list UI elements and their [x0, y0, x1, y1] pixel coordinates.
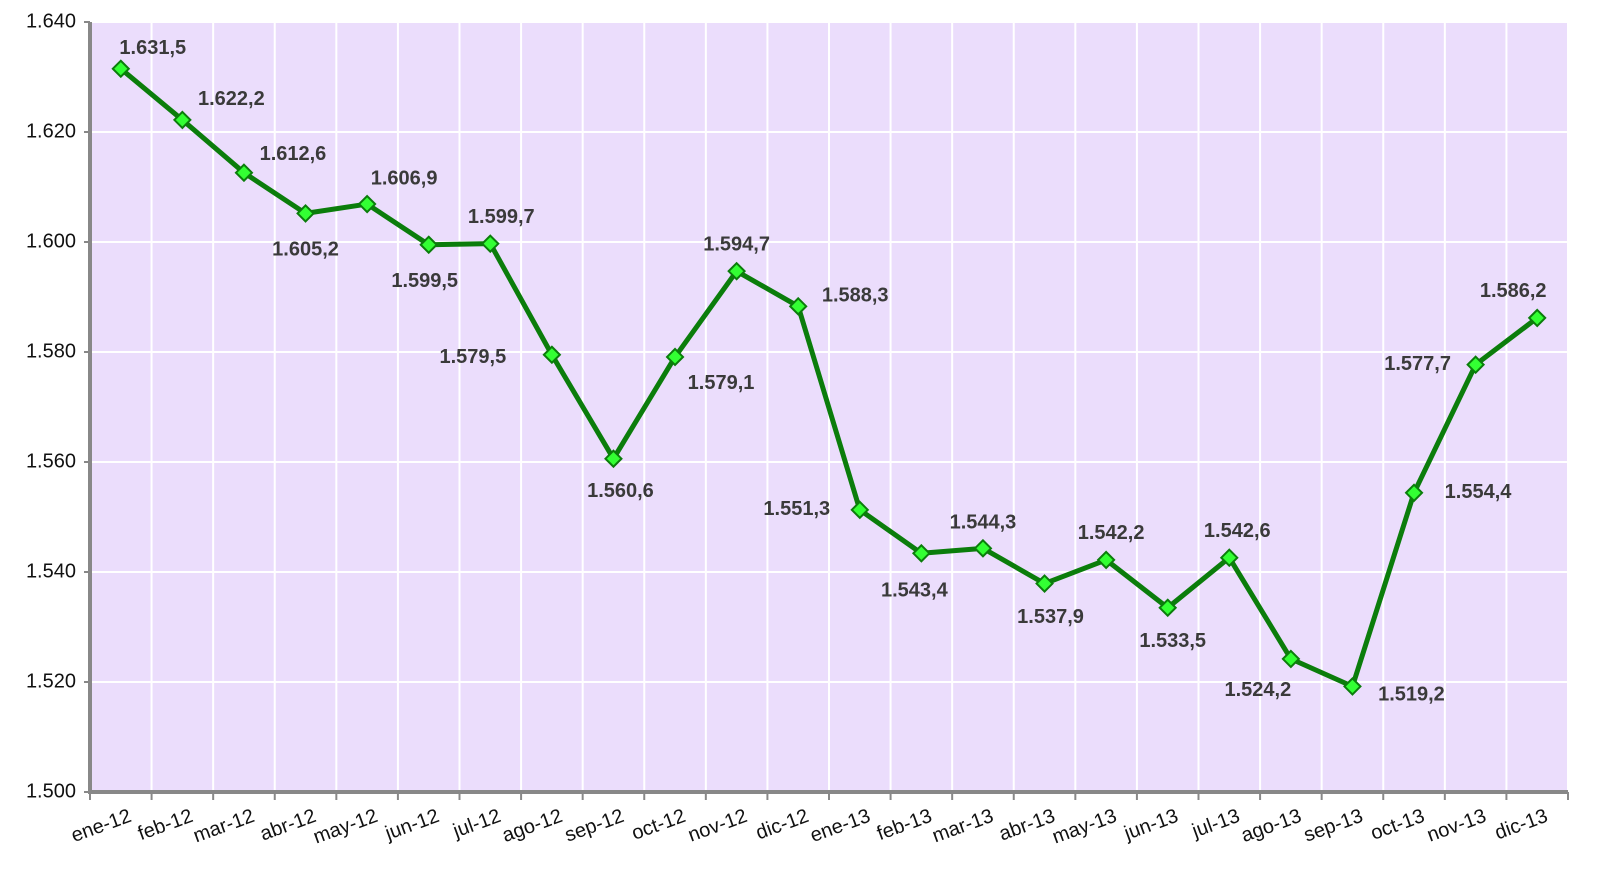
marker: [1158, 598, 1178, 618]
data-label: 1.544,3: [950, 512, 1017, 534]
marker: [1096, 550, 1116, 570]
x-tick-label: ene-12: [68, 805, 134, 847]
data-label: 1.554,4: [1445, 481, 1513, 503]
marker: [1404, 483, 1424, 503]
x-tick-label: abr-12: [257, 805, 319, 845]
marker: [727, 261, 747, 281]
marker: [542, 345, 562, 365]
y-tick-label: 1.560: [26, 450, 76, 472]
marker: [480, 234, 500, 254]
data-label: 1.594,7: [703, 233, 770, 255]
x-tick-label: jun-13: [1121, 805, 1182, 845]
marker: [172, 110, 192, 130]
marker: [296, 203, 315, 223]
marker: [911, 543, 931, 563]
y-tick-label: 1.500: [26, 780, 76, 802]
data-label: 1.577,7: [1384, 353, 1451, 375]
data-label: 1.599,5: [391, 270, 458, 292]
data-label: 1.551,3: [763, 498, 830, 520]
data-label: 1.599,7: [468, 206, 535, 228]
y-tick-label: 1.580: [26, 340, 76, 362]
x-tick-label: nov-13: [1424, 805, 1489, 847]
data-label: 1.519,2: [1378, 684, 1445, 706]
marker: [111, 59, 131, 79]
marker: [973, 538, 993, 558]
marker: [665, 347, 685, 367]
data-line: [119, 66, 1539, 689]
x-tick-label: jul-13: [1188, 805, 1242, 843]
x-tick-label: sep-13: [1301, 805, 1366, 847]
x-tick-label: jun-12: [382, 805, 443, 845]
x-tick-label: nov-12: [685, 805, 750, 847]
x-tick-label: may-13: [1049, 805, 1119, 848]
y-tick-label: 1.520: [26, 670, 76, 692]
data-label: 1.588,3: [822, 285, 889, 307]
x-tick-label: jul-12: [449, 805, 503, 843]
marker: [788, 296, 808, 316]
data-label: 1.524,2: [1225, 679, 1292, 701]
data-label: 1.533,5: [1139, 630, 1206, 652]
x-tick-label: feb-13: [874, 805, 935, 845]
y-tick-label: 1.640: [26, 10, 76, 32]
marker: [850, 500, 870, 520]
data-label: 1.606,9: [371, 167, 438, 189]
marker: [1466, 355, 1486, 375]
data-label: 1.631,5: [119, 37, 186, 59]
data-label: 1.579,5: [440, 346, 507, 368]
x-tick-label: oct-12: [629, 805, 689, 845]
marker: [357, 194, 377, 214]
data-label: 1.612,6: [260, 143, 327, 165]
y-tick-label: 1.620: [26, 120, 76, 142]
data-label: 1.542,6: [1204, 520, 1271, 542]
marker: [1343, 676, 1362, 696]
x-tick-label: ene-13: [807, 805, 873, 847]
x-tick-label: feb-12: [135, 805, 196, 845]
marker: [419, 235, 439, 255]
data-label: 1.543,4: [881, 580, 949, 602]
marker: [1527, 308, 1547, 328]
y-tick-label: 1.540: [26, 560, 76, 582]
data-label: 1.579,1: [688, 372, 755, 394]
data-label: 1.542,2: [1078, 522, 1145, 544]
x-tick-label: mar-12: [190, 805, 257, 847]
data-label: 1.586,2: [1480, 280, 1547, 302]
x-tick-label: dic-12: [753, 805, 812, 844]
data-label: 1.605,2: [272, 239, 339, 261]
x-tick-label: may-12: [310, 805, 380, 848]
data-label: 1.537,9: [1017, 606, 1084, 628]
x-tick-label: ago-12: [499, 805, 565, 847]
marker: [1281, 649, 1301, 669]
marker: [604, 449, 623, 469]
x-tick-label: abr-13: [996, 805, 1058, 845]
x-tick-label: sep-12: [562, 805, 627, 847]
x-tick-label: ago-13: [1238, 805, 1304, 847]
marker: [1035, 574, 1054, 593]
data-label: 1.560,6: [587, 480, 654, 502]
x-tick-label: oct-13: [1368, 805, 1428, 845]
x-tick-label: mar-13: [929, 805, 996, 847]
y-tick-label: 1.600: [26, 230, 76, 252]
x-tick-label: dic-13: [1492, 805, 1551, 844]
data-label: 1.622,2: [198, 88, 265, 110]
marker: [234, 163, 254, 183]
marker: [1219, 548, 1239, 568]
